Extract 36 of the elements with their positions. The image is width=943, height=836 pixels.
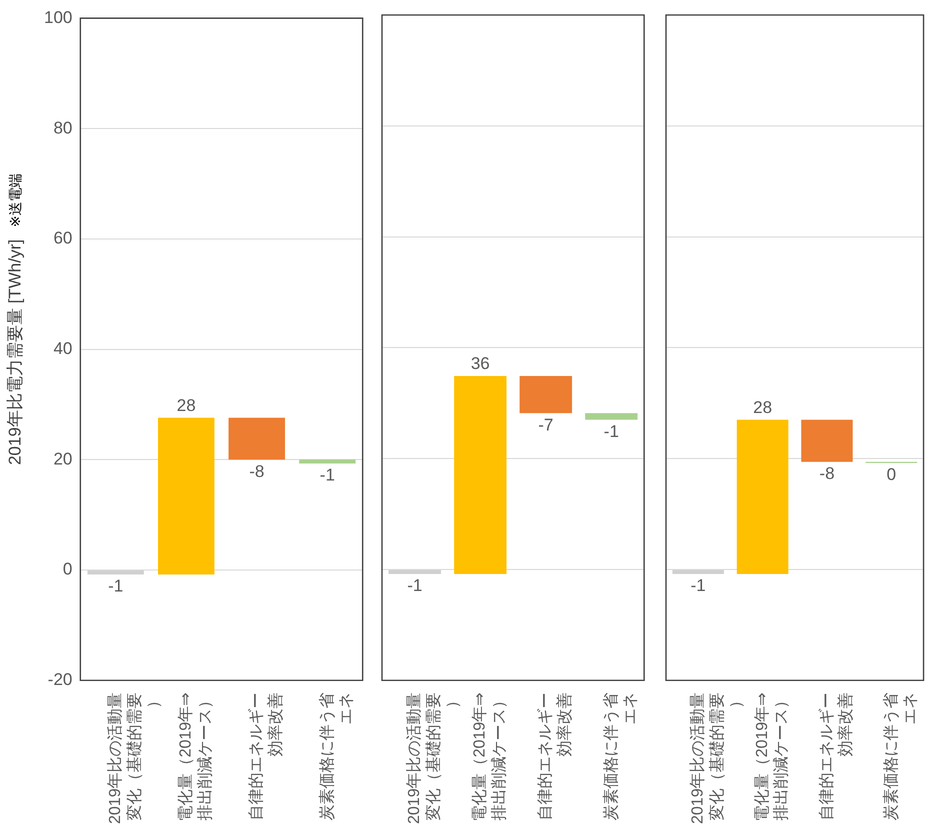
- x-tick-label: 2019年比の活動量変化（基礎的需要）: [106, 692, 162, 824]
- x-tick-label: 電化量（2019年⇒排出削減ケース）: [178, 692, 214, 822]
- x-tick-label: 2019年比の活動量変化（基礎的需要）: [405, 692, 462, 824]
- x-tick-label: 自律的エネルギー効率改善: [536, 692, 574, 820]
- bar: [299, 460, 356, 464]
- y-tick-label: -20: [48, 670, 72, 690]
- data-label: -1: [407, 576, 422, 596]
- y-tick-label: 0: [62, 560, 72, 579]
- data-label: 0: [886, 465, 896, 484]
- y-axis-title: 2019年比電力需要量 [TWh/yr]: [6, 239, 25, 466]
- y-tick-label: 100: [44, 8, 72, 27]
- data-label: -1: [604, 422, 619, 441]
- data-label: 28: [176, 396, 196, 415]
- x-tick-label: 電化量（2019年⇒排出削減ケース）: [472, 692, 508, 822]
- x-tick-label: 自律的エネルギー効率改善: [817, 692, 855, 820]
- text: ※送電端: [6, 174, 23, 228]
- data-label: -8: [249, 462, 264, 481]
- x-tick-label: 2019年比の活動量変化（基礎的需要）: [688, 692, 745, 824]
- y-tick-label: 80: [53, 118, 72, 138]
- bar: [228, 418, 286, 460]
- data-label: -8: [819, 464, 835, 484]
- y-tick-label: 60: [53, 228, 72, 248]
- bar: [158, 418, 214, 574]
- x-tick-label: 自律的エネルギー効率改善: [247, 692, 284, 820]
- y-tick-label: 20: [53, 449, 72, 468]
- data-label: 28: [753, 398, 772, 417]
- data-label: -7: [538, 415, 554, 434]
- data-label: -1: [320, 466, 335, 485]
- x-tick-label: 炭素価格に伴う省エネ: [318, 692, 355, 820]
- x-tick-label: 炭素価格に伴う省エネ: [882, 692, 919, 820]
- data-label: -1: [690, 576, 706, 596]
- data-label: -1: [108, 576, 124, 596]
- data-label: 36: [470, 354, 490, 374]
- x-tick-label: 電化量（2019年⇒排出削減ケース）: [754, 692, 790, 822]
- x-tick-label: 炭素価格に伴う省エネ: [602, 692, 639, 820]
- y-tick-label: 40: [53, 338, 72, 358]
